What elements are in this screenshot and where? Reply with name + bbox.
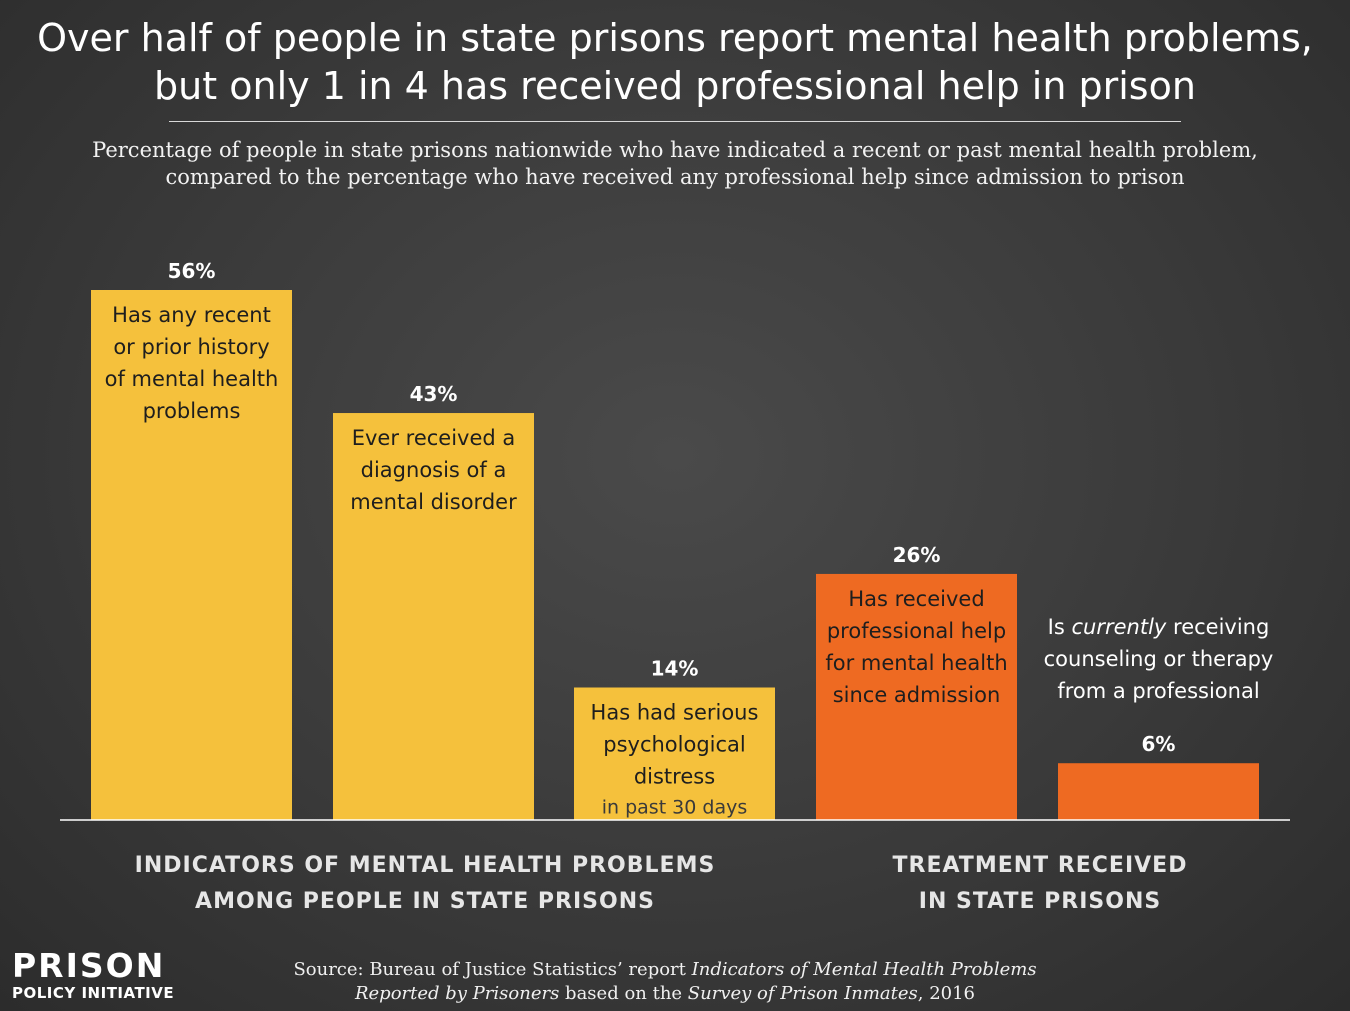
source-survey-title: Survey of Prison Inmates bbox=[687, 983, 918, 1004]
chart-title-line-1: Over half of people in state prisons rep… bbox=[37, 16, 1313, 60]
logo-main-text: PRISON bbox=[12, 946, 166, 985]
bar-3-text-line-3: distress bbox=[634, 765, 715, 789]
source-note: Source: Bureau of Justice Statistics’ re… bbox=[0, 958, 1330, 1006]
prison-policy-initiative-logo: PRISON POLICY INITIATIVE bbox=[12, 946, 175, 1003]
bar-1-text-line-1: Has any recent bbox=[112, 303, 271, 327]
indicators-group-label-line-2: AMONG PEOPLE IN STATE PRISONS bbox=[195, 889, 655, 914]
bar-2-text-line-1: Ever received a bbox=[352, 426, 516, 450]
bar-4-text-line-2: professional help bbox=[827, 619, 1006, 643]
indicators-group-label: INDICATORS OF MENTAL HEALTH PROBLEMS AMO… bbox=[100, 848, 750, 920]
bar-4-text-line-1: Has received bbox=[848, 587, 984, 611]
bar-1 bbox=[91, 290, 292, 820]
source-report-title: Indicators of Mental Health Problems bbox=[691, 959, 1037, 980]
chart-title-line-2: but only 1 in 4 has received professiona… bbox=[154, 64, 1196, 108]
chart-title: Over half of people in state prisons rep… bbox=[0, 14, 1350, 110]
source-note-line-2: Reported by Prisoners based on the Surve… bbox=[0, 982, 1330, 1006]
bar-2-text-line-3: mental disorder bbox=[350, 490, 517, 514]
bar-3-subtext: in past 30 days bbox=[602, 797, 748, 819]
source-suffix: , 2016 bbox=[917, 983, 976, 1004]
value-label-2: 43% bbox=[410, 382, 458, 406]
bar-2-text-line-2: diagnosis of a bbox=[361, 458, 507, 482]
annotation-line-3: from a professional bbox=[1057, 679, 1259, 703]
bar-4-text-line-4: since admission bbox=[833, 683, 1001, 707]
annotation-line-1: Is currently receiving bbox=[1048, 615, 1270, 639]
treatment-group-label: TREATMENT RECEIVED IN STATE PRISONS bbox=[840, 848, 1240, 920]
bar-5 bbox=[1058, 763, 1259, 820]
chart-subtitle: Percentage of people in state prisons na… bbox=[0, 137, 1350, 191]
treatment-group-label-line-1: TREATMENT RECEIVED bbox=[892, 853, 1188, 878]
bar-2 bbox=[333, 413, 534, 820]
title-divider bbox=[169, 121, 1181, 122]
bar-1-text-line-3: of mental health bbox=[105, 367, 279, 391]
annotation-line-2: counseling or therapy bbox=[1044, 647, 1274, 671]
bar-3-text-line-2: psychological bbox=[603, 733, 746, 757]
annotation-line-1-post: receiving bbox=[1166, 615, 1269, 639]
value-label-1: 56% bbox=[168, 259, 216, 283]
chart-subtitle-line-1: Percentage of people in state prisons na… bbox=[92, 138, 1258, 162]
bar-3 bbox=[574, 687, 775, 820]
bar-1-text-line-4: problems bbox=[143, 399, 241, 423]
treatment-group-label-line-2: IN STATE PRISONS bbox=[918, 889, 1162, 914]
indicators-group-label-line-1: INDICATORS OF MENTAL HEALTH PROBLEMS bbox=[134, 853, 716, 878]
source-prefix: Source: Bureau of Justice Statistics’ re… bbox=[293, 959, 692, 980]
value-label-3: 14% bbox=[651, 657, 699, 681]
logo-sub-text: POLICY INITIATIVE bbox=[12, 984, 175, 1002]
value-label-4: 26% bbox=[893, 543, 941, 567]
bar-4-text-line-3: for mental health bbox=[825, 651, 1007, 675]
annotation-line-1-pre: Is bbox=[1048, 615, 1072, 639]
bar-chart: 56% Has any recent or prior history of ment… bbox=[91, 259, 1274, 820]
bar-4 bbox=[816, 573, 1017, 820]
source-note-line-1: Source: Bureau of Justice Statistics’ re… bbox=[0, 958, 1330, 982]
source-middle: based on the bbox=[559, 983, 688, 1004]
value-label-5: 6% bbox=[1142, 732, 1176, 756]
source-report-title-cont: Reported by Prisoners bbox=[354, 983, 560, 1004]
annotation-emphasis: currently bbox=[1071, 615, 1166, 639]
bar-3-text-line-1: Has had serious bbox=[591, 701, 759, 725]
chart-subtitle-line-2: compared to the percentage who have rece… bbox=[165, 165, 1185, 189]
bar-1-text-line-2: or prior history bbox=[113, 335, 269, 359]
